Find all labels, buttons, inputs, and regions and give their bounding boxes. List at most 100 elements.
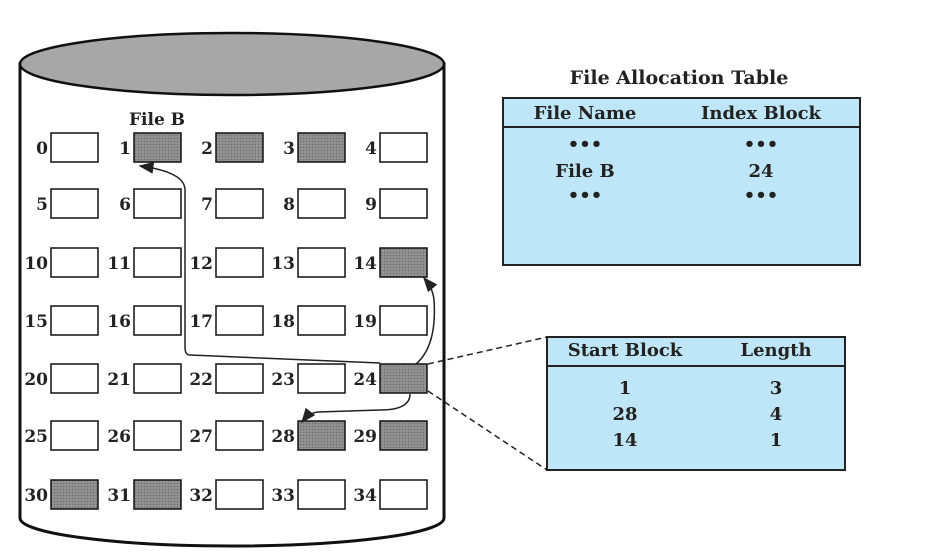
disk-block-free — [297, 247, 346, 278]
disk-block-allocated — [133, 479, 182, 510]
disk-block-free — [297, 363, 346, 394]
disk-block-number: 19 — [353, 312, 377, 332]
disk-block-free — [133, 247, 182, 278]
disk-block-number: 5 — [36, 195, 48, 215]
disk-block-number: 14 — [353, 254, 377, 274]
disk-block-number: 3 — [283, 139, 295, 159]
disk-block-free — [215, 363, 264, 394]
index-block-table: Start Block Length 1 3 28 4 14 1 — [546, 336, 846, 471]
disk-block-free — [50, 305, 99, 336]
pointer-to-block-28 — [301, 393, 411, 424]
disk-block-number: 4 — [365, 139, 377, 159]
disk-block-number: 27 — [189, 427, 213, 447]
disk-block-free — [297, 188, 346, 219]
disk-block-allocated — [379, 247, 428, 278]
index-header-length: Length — [740, 340, 811, 361]
disk-block-number: 25 — [24, 427, 48, 447]
disk-block-number: 13 — [271, 254, 295, 274]
index-cell: 1 — [619, 378, 632, 399]
disk-block-number: 28 — [271, 427, 295, 447]
disk-block-free — [133, 363, 182, 394]
disk-block-number: 21 — [107, 370, 131, 390]
disk-block-number: 30 — [24, 486, 48, 506]
disk-block-number: 15 — [24, 312, 48, 332]
fat-cell: 24 — [748, 161, 773, 182]
disk-block-free — [133, 305, 182, 336]
disk-block-number: 7 — [201, 195, 213, 215]
fat-cell: ••• — [568, 185, 603, 206]
file-b-label: File B — [129, 110, 185, 130]
disk-block-free — [50, 132, 99, 163]
disk-block-number: 17 — [189, 312, 213, 332]
disk-block-number: 6 — [119, 195, 131, 215]
fat-box — [502, 97, 861, 266]
index-cell: 1 — [770, 430, 783, 451]
disk-block-number: 22 — [189, 370, 213, 390]
disk-block-free — [379, 132, 428, 163]
fat-cell: ••• — [744, 134, 779, 155]
disk-block-number: 24 — [353, 370, 377, 390]
disk-block-allocated — [297, 132, 346, 163]
disk-block-number: 9 — [365, 195, 377, 215]
disk-block-free — [50, 363, 99, 394]
index-connector-bottom — [427, 390, 548, 471]
disk-block-allocated — [297, 420, 346, 451]
disk-block-number: 33 — [271, 486, 295, 506]
fat-header-file-name: File Name — [534, 103, 637, 124]
fat-header-index-block: Index Block — [701, 103, 822, 124]
pointer-to-block-14 — [415, 276, 438, 365]
index-connector-top — [427, 336, 548, 365]
disk-block-free — [215, 188, 264, 219]
disk-block-number: 23 — [271, 370, 295, 390]
disk-block-free — [379, 188, 428, 219]
fat-title: File Allocation Table — [570, 67, 789, 89]
disk-block-free — [297, 479, 346, 510]
disk-block-free — [50, 420, 99, 451]
disk-block-free — [379, 479, 428, 510]
index-cell: 3 — [770, 378, 783, 399]
disk-block-number: 18 — [271, 312, 295, 332]
fat-cell: ••• — [568, 134, 603, 155]
cylinder-top — [18, 31, 446, 97]
index-cell: 28 — [612, 404, 637, 425]
disk-block-number: 10 — [24, 254, 48, 274]
index-cell: 14 — [612, 430, 637, 451]
disk-cylinder — [18, 31, 446, 548]
disk-block-allocated — [133, 132, 182, 163]
disk-block-free — [215, 305, 264, 336]
disk-block-number: 20 — [24, 370, 48, 390]
disk-block-free — [215, 479, 264, 510]
disk-block-number: 2 — [201, 139, 213, 159]
file-allocation-table: File Allocation Table File Name Index Bl… — [502, 67, 861, 266]
fat-cell: File B — [555, 161, 614, 182]
disk-block-number: 1 — [119, 139, 131, 159]
pointer-to-block-1 — [138, 161, 381, 364]
disk-block-number: 31 — [107, 486, 131, 506]
disk-block-allocated — [379, 420, 428, 451]
disk-block-allocated — [379, 363, 428, 394]
disk-block-free — [297, 305, 346, 336]
disk-block-number: 29 — [353, 427, 377, 447]
disk-block-free — [50, 188, 99, 219]
disk-block-number: 26 — [107, 427, 131, 447]
disk-block-number: 8 — [283, 195, 295, 215]
fat-cell: ••• — [744, 185, 779, 206]
disk-block-number: 12 — [189, 254, 213, 274]
index-header-start-block: Start Block — [568, 340, 683, 361]
disk-block-number: 34 — [353, 486, 377, 506]
disk-block-free — [133, 188, 182, 219]
disk-block-free — [50, 247, 99, 278]
disk-block-free — [215, 247, 264, 278]
disk-block-number: 16 — [107, 312, 131, 332]
disk-block-free — [133, 420, 182, 451]
disk-block-free — [215, 420, 264, 451]
disk-block-number: 32 — [189, 486, 213, 506]
disk-block-allocated — [50, 479, 99, 510]
block-pointers — [138, 161, 438, 424]
disk-block-allocated — [215, 132, 264, 163]
disk-block-free — [379, 305, 428, 336]
index-table-box — [546, 336, 846, 471]
index-cell: 4 — [770, 404, 783, 425]
